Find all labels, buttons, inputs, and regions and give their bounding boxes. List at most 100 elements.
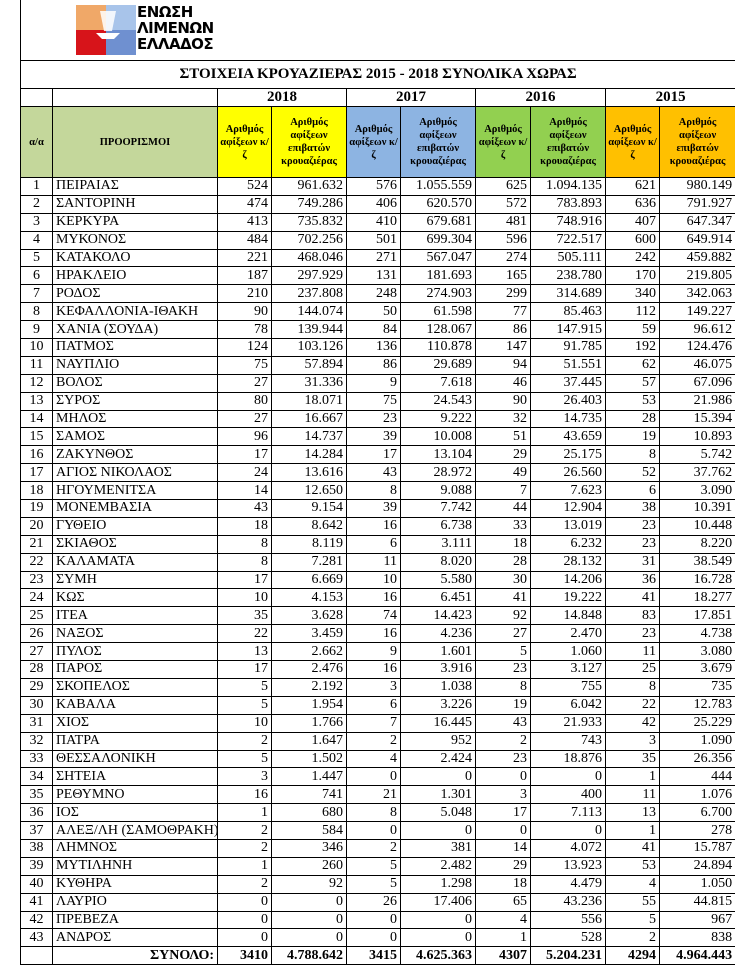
ships-2015-cell: 13 xyxy=(605,803,660,823)
ships-2017-cell: 5 xyxy=(346,874,401,894)
table-row: 17 ΑΓΙΟΣ ΝΙΚΟΛΑΟΣ 24 13.616 43 28.972 49 26.560… xyxy=(20,463,735,483)
passengers-2015-cell: 735 xyxy=(658,677,735,697)
ships-2015-cell: 83 xyxy=(605,606,660,626)
passengers-2018-cell: 1.954 xyxy=(271,695,347,715)
row-index-cell: 31 xyxy=(20,713,53,733)
passengers-2016-cell: 4.072 xyxy=(530,838,606,858)
row-index-cell: 5 xyxy=(20,248,53,268)
passengers-2016-cell: 238.780 xyxy=(530,266,606,286)
table-row: 11 ΝΑΥΠΛΙΟ 75 57.894 86 29.689 94 51.551 62 46.07… xyxy=(20,355,735,375)
passengers-2016-cell: 6.232 xyxy=(530,534,606,554)
header-destinations: ΠΡΟΟΡΙΣΜΟΙ xyxy=(52,106,218,178)
ships-2016-cell: 18 xyxy=(475,534,531,554)
passengers-2018-cell: 3.459 xyxy=(271,624,347,644)
year-2017: 2017 xyxy=(346,88,476,107)
table-row: 9 ΧΑΝΙΑ (ΣΟΥΔΑ) 78 139.944 84 128.067 86 147.91… xyxy=(20,320,735,340)
ships-2016-cell: 481 xyxy=(475,212,531,232)
ships-2016-cell: 572 xyxy=(475,194,531,214)
table-row: 22 ΚΑΛΑΜΑΤΑ 8 7.281 11 8.020 28 28.132 31 38.549 xyxy=(20,552,735,572)
destination-cell: ΣΥΡΟΣ xyxy=(52,391,218,411)
destination-cell: ΠΕΙΡΑΙΑΣ xyxy=(52,177,218,196)
ships-2016-cell: 299 xyxy=(475,284,531,304)
passengers-2018-cell: 702.256 xyxy=(271,230,347,250)
passengers-2015-cell: 38.549 xyxy=(658,552,735,572)
table-row: 26 ΝΑΞΟΣ 22 3.459 16 4.236 27 2.470 23 4.738 xyxy=(20,624,735,644)
passengers-2016-cell: 0 xyxy=(530,821,606,840)
passengers-2018-cell: 749.286 xyxy=(271,194,347,214)
destination-cell: ΚΑΤΑΚΟΛΟ xyxy=(52,248,218,268)
ships-2015-cell: 25 xyxy=(605,660,660,679)
ships-2018-cell: 2 xyxy=(217,731,272,751)
empty-cell xyxy=(20,946,53,966)
passengers-2016-cell: 505.111 xyxy=(530,248,606,268)
ships-2016-cell: 46 xyxy=(475,373,531,393)
destination-cell: ΙΟΣ xyxy=(52,803,218,823)
ships-2016-cell: 2 xyxy=(475,731,531,751)
ships-2018-cell: 0 xyxy=(217,910,272,930)
passengers-2016-cell: 43.659 xyxy=(530,427,606,447)
ships-2015-cell: 112 xyxy=(605,302,660,322)
header-ships: Αριθμός αφίξεων κ/ζ xyxy=(346,106,401,178)
passengers-2016-cell: 28.132 xyxy=(530,552,606,572)
ships-2015-cell: 6 xyxy=(605,481,660,501)
passengers-2018-cell: 680 xyxy=(271,803,347,823)
ships-2017-cell: 8 xyxy=(346,481,401,501)
passengers-2015-cell: 10.448 xyxy=(658,516,735,536)
ships-2015-cell: 42 xyxy=(605,713,660,733)
ships-2016-cell: 23 xyxy=(475,660,531,679)
ships-2018-cell: 221 xyxy=(217,248,272,268)
passengers-2015-cell: 967 xyxy=(658,910,735,930)
ships-2015-cell: 621 xyxy=(605,177,660,196)
passengers-2017-cell: 1.038 xyxy=(400,677,476,697)
passengers-2018-cell: 14.737 xyxy=(271,427,347,447)
row-index-cell: 23 xyxy=(20,570,53,590)
passengers-2018-cell: 237.808 xyxy=(271,284,347,304)
ships-2018-cell: 484 xyxy=(217,230,272,250)
ships-2018-cell: 13 xyxy=(217,642,272,662)
ships-2015-cell: 8 xyxy=(605,445,660,465)
table-row: 20 ΓΥΘΕΙΟ 18 8.642 16 6.738 33 13.019 23 10.448 xyxy=(20,516,735,536)
table-row: 32 ΠΑΤΡΑ 2 1.647 2 952 2 743 3 1.090 xyxy=(20,731,735,751)
row-index-cell: 21 xyxy=(20,534,53,554)
ships-2018-cell: 78 xyxy=(217,320,272,340)
passengers-2015-cell: 18.277 xyxy=(658,588,735,608)
ships-2015-cell: 11 xyxy=(605,785,660,805)
header-passengers: Αριθμός αφίξεων επιβατών κρουαζιέρας xyxy=(271,106,347,178)
passengers-2018-cell: 3.628 xyxy=(271,606,347,626)
empty-cell xyxy=(20,88,53,107)
row-index-cell: 40 xyxy=(20,874,53,894)
ships-2016-cell: 3 xyxy=(475,785,531,805)
ships-2017-cell: 410 xyxy=(346,212,401,232)
table-row: 5 ΚΑΤΑΚΟΛΟ 221 468.046 271 567.047 274 505.111 2… xyxy=(20,248,735,268)
ships-2018-cell: 22 xyxy=(217,624,272,644)
ships-2015-cell: 636 xyxy=(605,194,660,214)
passengers-2017-cell: 24.543 xyxy=(400,391,476,411)
year-2018: 2018 xyxy=(217,88,347,107)
destination-cell: ΜΟΝΕΜΒΑΣΙΑ xyxy=(52,499,218,518)
row-index-cell: 19 xyxy=(20,499,53,518)
passengers-2016-cell: 147.915 xyxy=(530,320,606,340)
ships-2016-cell: 43 xyxy=(475,713,531,733)
passengers-2018-cell: 16.667 xyxy=(271,409,347,429)
table-row: 36 ΙΟΣ 1 680 8 5.048 17 7.113 13 6.700 xyxy=(20,803,735,823)
row-index-cell: 32 xyxy=(20,731,53,751)
passengers-2017-cell: 8.020 xyxy=(400,552,476,572)
ships-2017-cell: 11 xyxy=(346,552,401,572)
passengers-2018-cell: 0 xyxy=(271,928,347,948)
ships-2017-cell: 10 xyxy=(346,570,401,590)
ships-2017-cell: 9 xyxy=(346,642,401,662)
ships-2018-cell: 18 xyxy=(217,516,272,536)
destination-cell: ΒΟΛΟΣ xyxy=(52,373,218,393)
ships-2018-cell: 5 xyxy=(217,677,272,697)
ships-2016-cell: 32 xyxy=(475,409,531,429)
destination-cell: ΚΕΡΚΥΡΑ xyxy=(52,212,218,232)
ships-2018-cell: 17 xyxy=(217,445,272,465)
ships-2018-cell: 27 xyxy=(217,373,272,393)
passengers-2018-cell: 139.944 xyxy=(271,320,347,340)
ships-2018-cell: 8 xyxy=(217,534,272,554)
ships-2018-cell: 43 xyxy=(217,499,272,518)
passengers-2018-cell: 0 xyxy=(271,910,347,930)
ships-2017-cell: 16 xyxy=(346,624,401,644)
ships-2017-cell: 406 xyxy=(346,194,401,214)
passengers-2016-cell: 25.175 xyxy=(530,445,606,465)
